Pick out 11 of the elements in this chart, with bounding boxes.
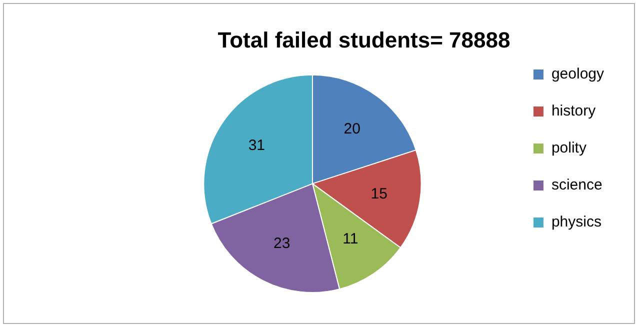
- data-label: 20: [344, 120, 360, 138]
- legend-label: physics: [551, 214, 602, 231]
- legend-label: history: [551, 102, 596, 120]
- legend-label: science: [551, 176, 602, 194]
- chart-title: Total failed students= 78888: [218, 27, 510, 52]
- data-label: 11: [342, 230, 358, 248]
- legend-label: geology: [551, 66, 604, 83]
- data-label: 31: [248, 136, 266, 154]
- data-label: 15: [370, 185, 388, 202]
- data-label: 23: [274, 234, 290, 252]
- legend-label: polity: [551, 140, 587, 157]
